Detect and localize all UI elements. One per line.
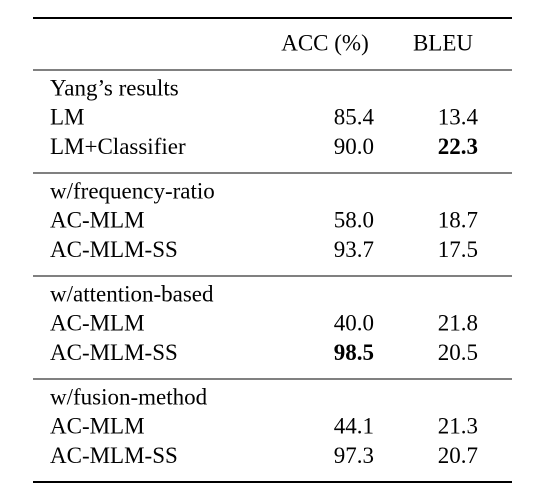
cell-value: 44.1 (334, 413, 374, 438)
cell-value: 58.0 (334, 207, 374, 232)
group-title: Yang’s results (50, 75, 179, 100)
row-label: LM (50, 104, 85, 129)
cell-value: 18.7 (438, 207, 478, 232)
cell-value: 40.0 (334, 310, 374, 335)
column-header: ACC (%) (281, 30, 369, 55)
cell-value: 85.4 (334, 104, 375, 129)
cell-value: 90.0 (334, 134, 374, 159)
cell-value: 98.5 (334, 340, 374, 365)
group-title: w/attention-based (50, 281, 214, 306)
row-label: AC-MLM-SS (50, 340, 178, 365)
cell-value: 21.3 (438, 413, 478, 438)
column-header: BLEU (413, 30, 473, 55)
row-label: AC-MLM (50, 310, 145, 335)
row-label: AC-MLM (50, 413, 145, 438)
cell-value: 21.8 (438, 310, 478, 335)
group-title: w/fusion-method (50, 384, 208, 409)
row-label: AC-MLM (50, 207, 145, 232)
group-title: w/frequency-ratio (50, 178, 215, 203)
cell-value: 97.3 (334, 443, 374, 468)
cell-value: 20.7 (438, 443, 478, 468)
row-label: AC-MLM-SS (50, 443, 178, 468)
cell-value: 13.4 (438, 104, 479, 129)
cell-value: 22.3 (438, 134, 478, 159)
cell-value: 93.7 (334, 237, 374, 262)
row-label: AC-MLM-SS (50, 237, 178, 262)
row-label: LM+Classifier (50, 134, 186, 159)
cell-value: 20.5 (438, 340, 478, 365)
cell-value: 17.5 (438, 237, 478, 262)
